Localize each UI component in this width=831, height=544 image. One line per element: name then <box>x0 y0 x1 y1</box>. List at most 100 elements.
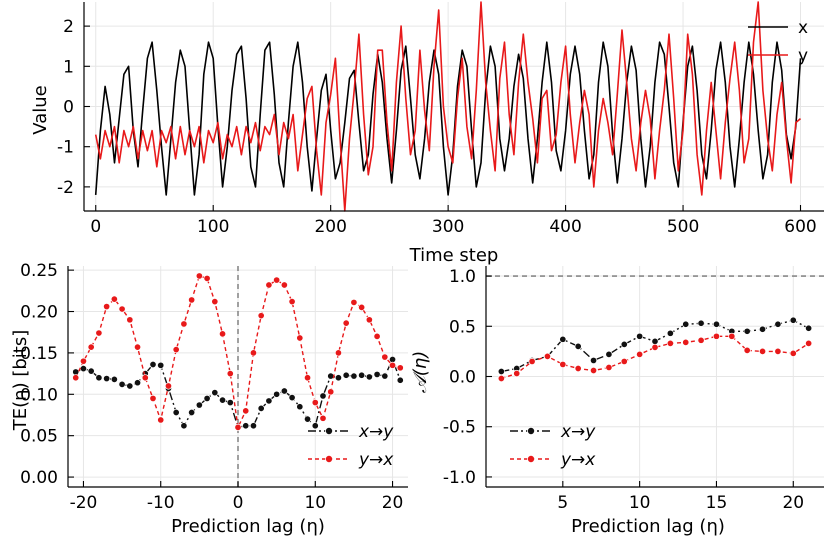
data-point <box>365 316 373 324</box>
data-point <box>636 332 644 340</box>
x-tick-label: 10 <box>304 493 326 513</box>
asym-lines <box>497 316 813 383</box>
x-tick-label: 0 <box>90 217 101 237</box>
timeseries-lines <box>94 1 802 212</box>
data-point <box>620 340 628 348</box>
y-tick-label: 0 <box>63 98 74 118</box>
x-tick-label: 400 <box>549 217 581 237</box>
y-tick-label: 2 <box>63 17 74 37</box>
asym-legend-label-xy: x→y <box>560 422 596 442</box>
data-point <box>651 343 659 351</box>
data-point <box>559 335 567 343</box>
asym-legend-label-yx: y→x <box>560 450 596 470</box>
y-tick-label: 1.0 <box>449 267 476 287</box>
data-point <box>118 380 126 388</box>
data-point <box>636 350 644 358</box>
data-point <box>211 389 219 397</box>
y-tick-label: 0.20 <box>20 303 58 323</box>
data-point <box>157 361 165 369</box>
timeseries-panel: 0 100 200 300 400 500 600 2 1 0 -1 -2 Time step Val… <box>30 1 824 266</box>
data-point <box>350 372 358 380</box>
x-tick-label: 20 <box>382 493 404 513</box>
data-point <box>87 367 95 375</box>
data-point <box>110 375 118 383</box>
data-point <box>651 337 659 345</box>
y-tick-label: -1.0 <box>443 468 476 488</box>
data-point <box>605 363 613 372</box>
data-point <box>72 374 80 382</box>
data-point <box>242 407 250 415</box>
te-legend: x→y y→x <box>308 422 394 470</box>
data-point <box>303 374 312 382</box>
data-point <box>103 303 111 311</box>
data-point <box>381 353 389 361</box>
data-point <box>195 401 203 409</box>
data-point <box>319 414 327 422</box>
data-point <box>172 346 180 354</box>
te-panel: -20 -10 0 10 20 0.25 0.20 0.15 0.10 0.05 0.00 Pred… <box>10 261 408 537</box>
te-grid <box>68 266 408 487</box>
te-legend-label-yx: y→x <box>358 450 394 470</box>
data-point <box>697 319 705 327</box>
asym-grid <box>486 266 824 487</box>
x-tick-label: 20 <box>782 493 804 513</box>
y-tick-label: 0.0 <box>449 368 476 388</box>
data-point <box>265 281 273 289</box>
data-point <box>180 320 188 328</box>
data-point <box>805 324 813 332</box>
data-point <box>226 370 234 378</box>
data-point <box>342 371 350 379</box>
data-point <box>249 349 258 357</box>
data-point <box>296 403 304 411</box>
x-tick-label: 0 <box>233 493 244 513</box>
data-point <box>758 325 767 333</box>
data-point <box>497 367 505 376</box>
asym-legend-marker-yx <box>527 454 536 463</box>
data-point <box>311 399 319 407</box>
data-point <box>365 373 373 381</box>
data-point <box>273 276 281 284</box>
data-point <box>620 357 628 365</box>
data-point <box>743 327 751 335</box>
data-point <box>396 376 404 384</box>
data-point <box>149 360 157 369</box>
data-point <box>358 371 366 379</box>
x-tick-label: 200 <box>314 217 346 237</box>
timeseries-xlabel: Time step <box>409 245 499 266</box>
y-tick-label: 0.25 <box>20 261 58 281</box>
timeseries-ticks: 0 100 200 300 400 500 600 2 1 0 -1 -2 <box>57 17 817 237</box>
data-point <box>257 312 265 320</box>
data-point <box>249 422 258 430</box>
data-point <box>79 365 88 373</box>
data-point <box>497 374 505 383</box>
data-point <box>543 352 552 360</box>
data-point <box>589 366 598 375</box>
data-point <box>288 298 296 306</box>
data-point <box>149 394 157 402</box>
series-line-y <box>501 335 809 380</box>
x-tick-label: 100 <box>197 217 229 237</box>
data-point <box>574 342 582 350</box>
legend-label-y: y <box>798 46 808 66</box>
asym-ylabel: 𝒜(η) <box>410 351 431 393</box>
data-point <box>157 416 165 424</box>
data-point <box>373 370 381 378</box>
x-tick-label: 15 <box>706 493 728 513</box>
data-point <box>242 422 250 430</box>
legend-label-x: x <box>798 18 808 38</box>
data-point <box>743 346 751 354</box>
te-legend-marker-yx <box>324 454 333 463</box>
x-tick-label: 300 <box>432 217 464 237</box>
timeseries-ylabel: Value <box>30 85 51 134</box>
data-point <box>319 392 327 400</box>
data-point <box>218 396 227 404</box>
data-point <box>280 387 288 395</box>
x-tick-label: 5 <box>557 493 568 513</box>
data-point <box>126 382 134 390</box>
data-point <box>126 316 134 324</box>
data-point <box>257 404 265 412</box>
data-point <box>342 319 350 327</box>
data-point <box>758 347 767 355</box>
data-point <box>110 295 118 303</box>
data-point <box>589 356 598 364</box>
